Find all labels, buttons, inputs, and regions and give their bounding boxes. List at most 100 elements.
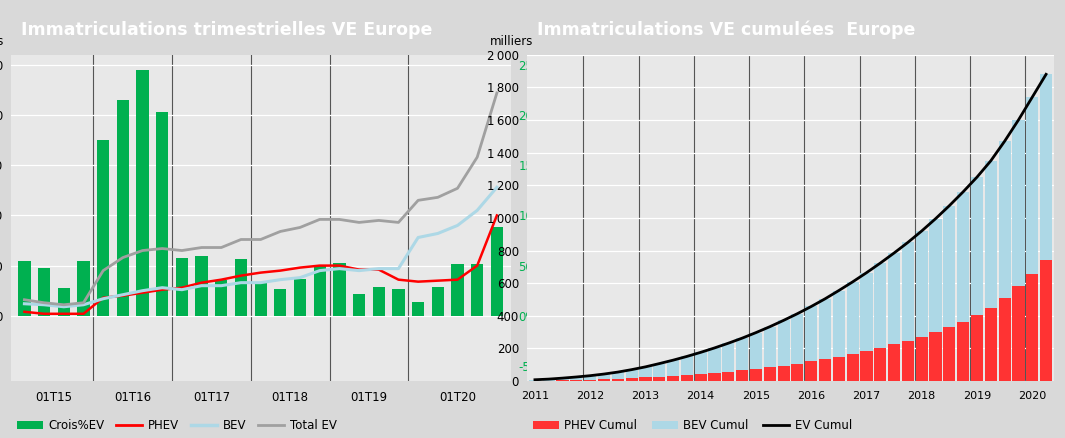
Bar [294, 279, 306, 316]
Bar [597, 374, 610, 379]
EV Cumul [528, 377, 541, 382]
EV Cumul [956, 189, 969, 194]
EV Cumul [847, 279, 859, 285]
EV Cumul [750, 330, 763, 335]
Bar [736, 338, 749, 371]
Bar [653, 364, 666, 377]
Bar [570, 377, 583, 380]
Bar [985, 161, 997, 307]
Bar [392, 289, 405, 316]
EV Cumul [639, 364, 652, 370]
EV Cumul [570, 374, 583, 380]
EV Cumul [929, 216, 941, 221]
Bar [18, 261, 31, 316]
Bar [215, 279, 228, 316]
Bar [750, 369, 763, 381]
Bar [722, 372, 735, 381]
Bar [584, 380, 596, 381]
EV Cumul [874, 261, 887, 266]
Bar [38, 268, 50, 316]
Bar [333, 263, 345, 316]
Bar [957, 321, 969, 381]
Bar [136, 70, 149, 316]
Bar [58, 288, 70, 316]
EV Cumul [777, 318, 790, 323]
Bar [639, 378, 652, 381]
Bar [805, 307, 817, 361]
Bar [97, 140, 110, 316]
Text: milliers: milliers [0, 35, 4, 48]
EV Cumul [805, 304, 818, 309]
EV Cumul [653, 361, 666, 366]
Bar [78, 261, 89, 316]
Line: EV Cumul: EV Cumul [535, 74, 1046, 380]
Bar [833, 357, 845, 381]
Bar [681, 375, 693, 381]
Bar [625, 378, 638, 381]
EV Cumul [791, 311, 804, 316]
Bar [611, 372, 624, 379]
Bar [819, 299, 831, 359]
EV Cumul [708, 345, 721, 350]
Bar [1027, 97, 1038, 274]
Bar [874, 348, 886, 381]
EV Cumul [584, 373, 596, 378]
Bar [313, 265, 326, 316]
Bar [452, 264, 463, 316]
Bar [557, 378, 569, 381]
Bar [543, 379, 555, 381]
Bar [611, 379, 624, 381]
EV Cumul [667, 357, 679, 363]
Bar [373, 287, 384, 316]
Bar [412, 302, 424, 316]
Bar [930, 219, 941, 332]
Bar [196, 255, 208, 316]
Bar [275, 289, 286, 316]
Bar [431, 287, 444, 316]
Legend: PHEV Cumul, BEV Cumul, EV Cumul: PHEV Cumul, BEV Cumul, EV Cumul [532, 419, 852, 432]
Bar [957, 192, 969, 321]
Bar [847, 354, 858, 381]
Bar [157, 112, 168, 316]
EV Cumul [1039, 72, 1052, 77]
Bar [847, 282, 858, 354]
Text: milliers: milliers [490, 35, 534, 48]
Bar [888, 253, 900, 344]
Bar [736, 371, 749, 381]
Bar [971, 315, 983, 381]
Bar [791, 314, 803, 364]
Bar [681, 357, 693, 375]
Bar [902, 242, 914, 341]
EV Cumul [984, 158, 997, 163]
EV Cumul [833, 288, 846, 293]
Legend: Crois%EV, PHEV, BEV, Total EV: Crois%EV, PHEV, BEV, Total EV [17, 419, 338, 432]
Bar [176, 258, 189, 316]
EV Cumul [861, 270, 873, 276]
Bar [235, 258, 247, 316]
Bar [861, 273, 872, 351]
EV Cumul [764, 324, 776, 329]
Bar [1013, 286, 1025, 381]
EV Cumul [888, 251, 901, 256]
Bar [791, 364, 803, 381]
Bar [902, 341, 914, 381]
Bar [944, 206, 955, 327]
Bar [999, 298, 1011, 381]
Bar [777, 320, 789, 366]
Bar [570, 380, 583, 381]
Bar [722, 343, 735, 372]
Bar [694, 352, 707, 374]
Bar [597, 379, 610, 381]
EV Cumul [542, 377, 555, 382]
Bar [971, 177, 983, 315]
EV Cumul [915, 228, 928, 233]
EV Cumul [819, 296, 832, 301]
Bar [861, 351, 872, 381]
EV Cumul [970, 174, 983, 180]
Bar [1013, 120, 1025, 286]
Bar [764, 367, 776, 381]
EV Cumul [611, 370, 624, 375]
Bar [764, 327, 776, 367]
Bar [777, 366, 789, 381]
EV Cumul [597, 371, 610, 377]
